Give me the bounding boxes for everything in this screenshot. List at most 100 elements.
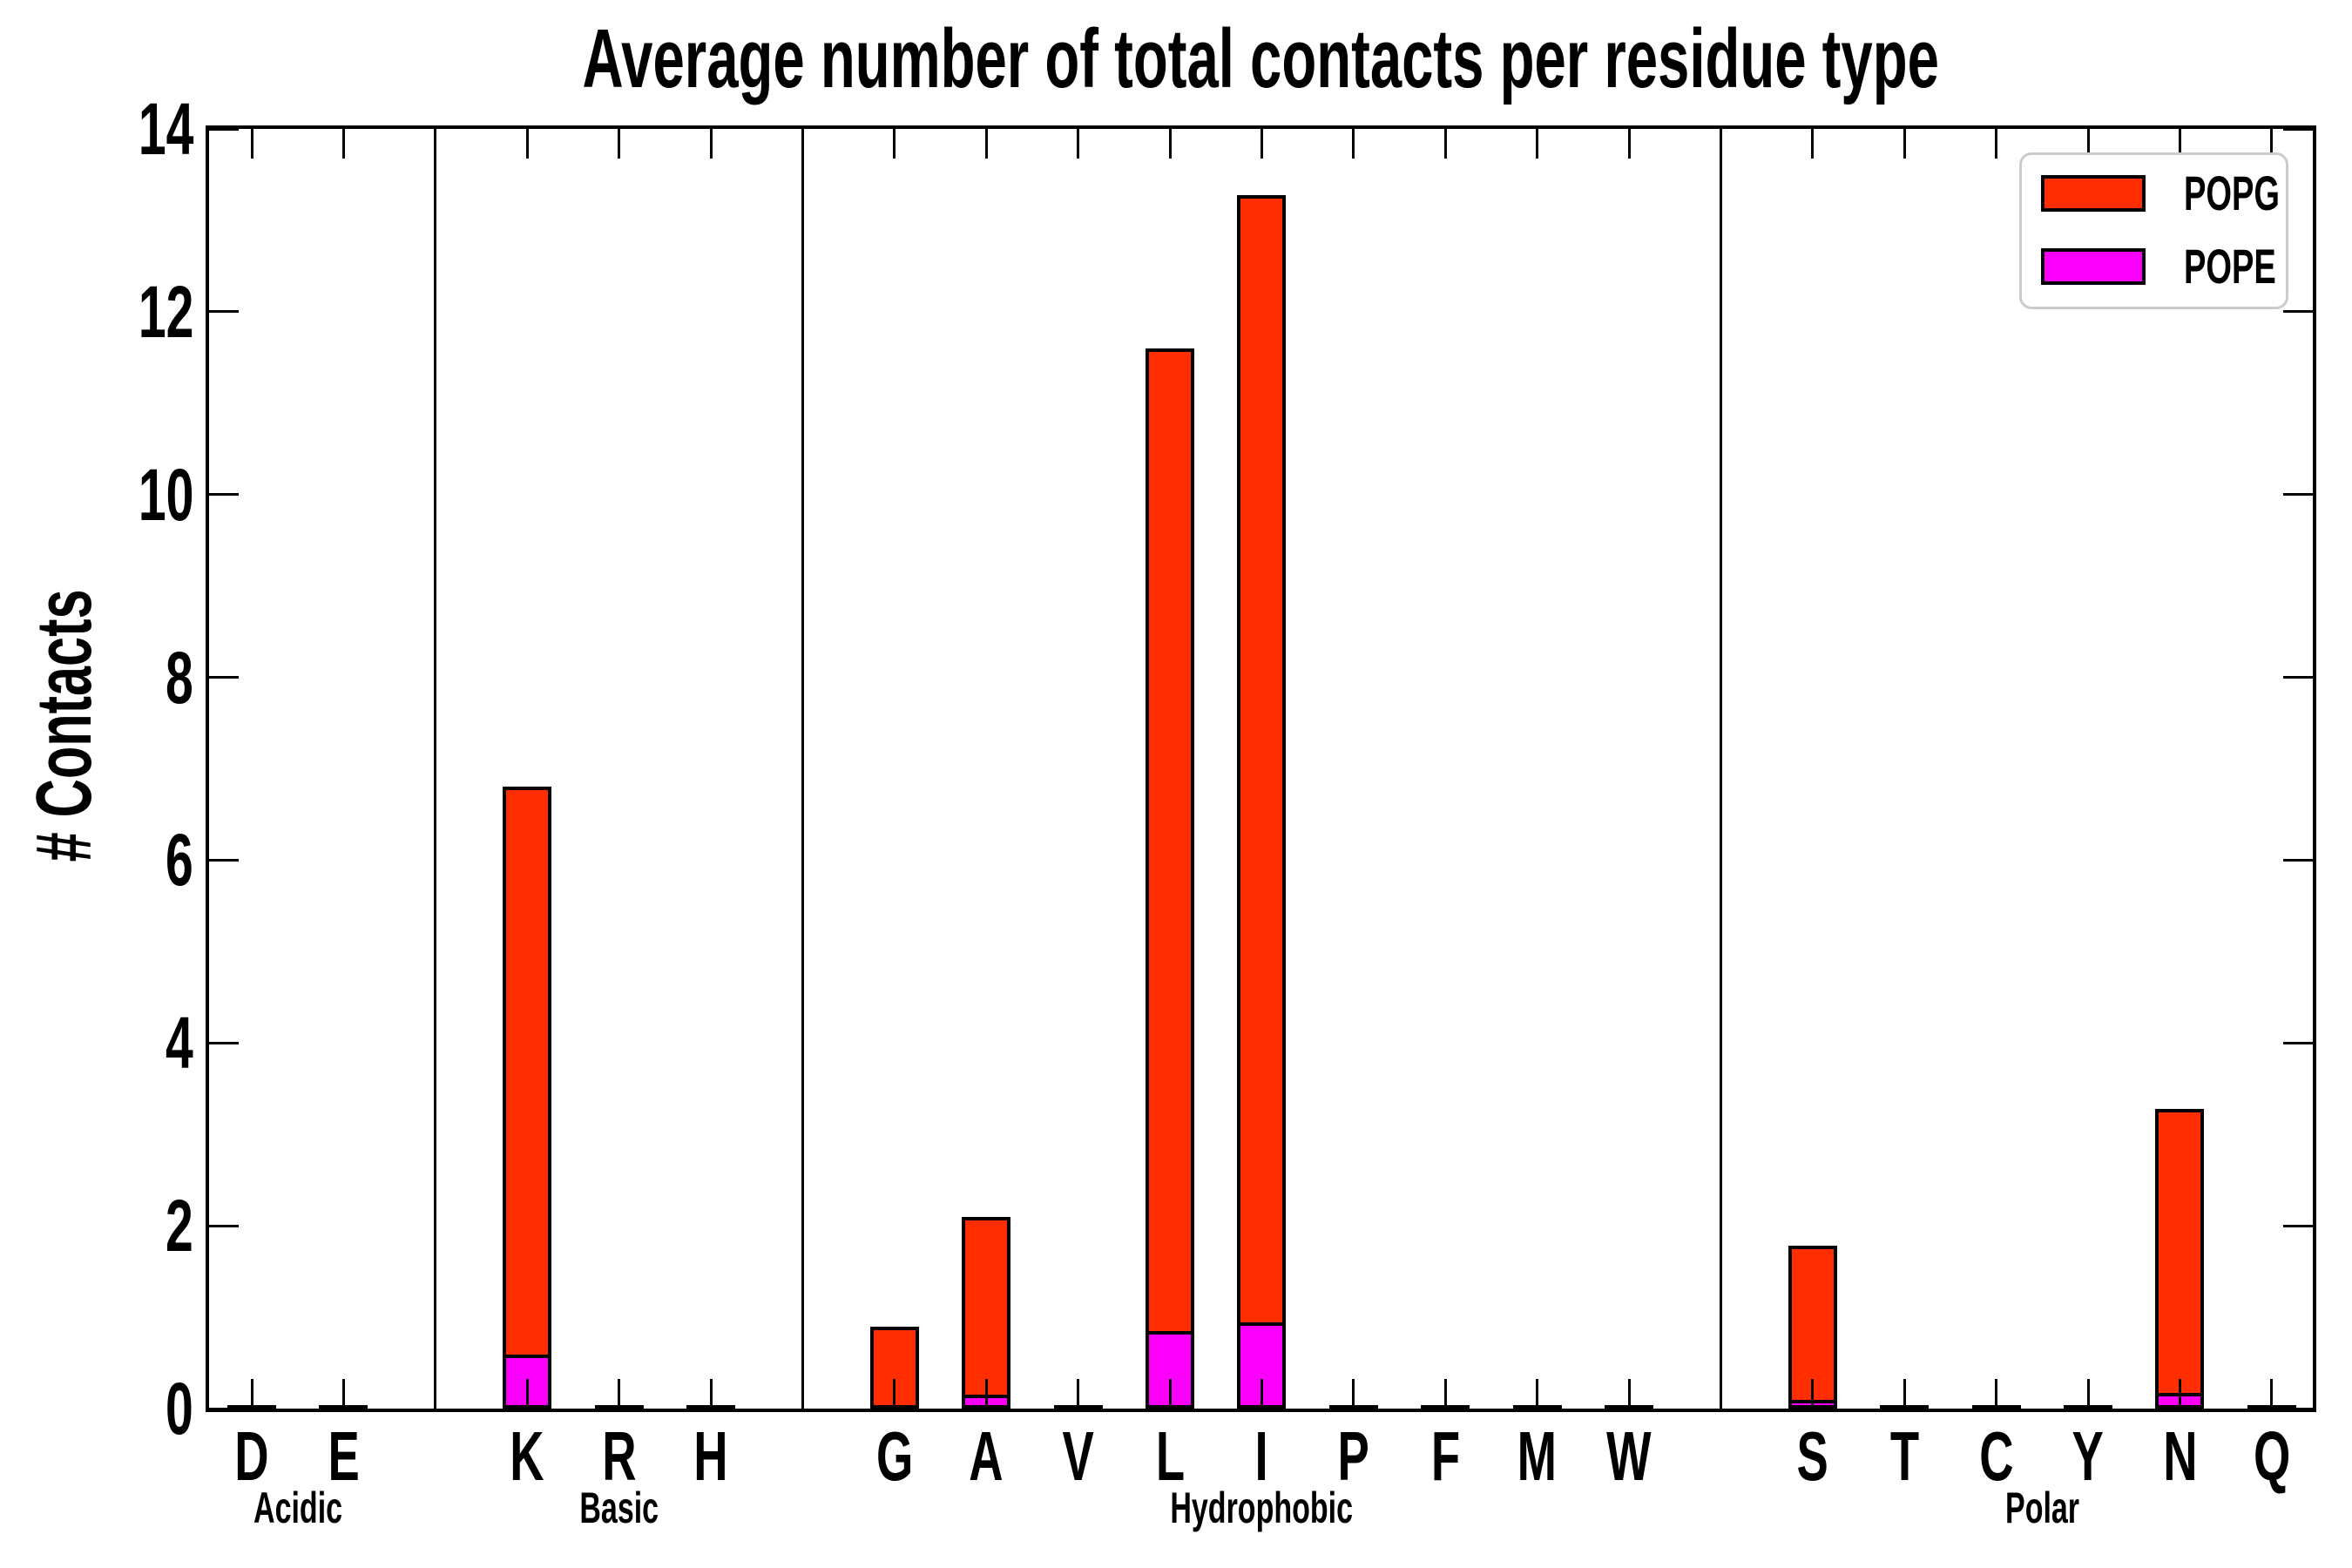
residue-label-N-text: N [2162, 1417, 2198, 1495]
group-label-Basic: Basic [480, 1486, 759, 1530]
x-tick-top-Y [2086, 129, 2090, 159]
residue-label-D-text: D [234, 1417, 269, 1495]
group-label-Acidic-text: Acidic [253, 1484, 342, 1532]
x-tick-bottom-E [341, 1379, 345, 1409]
y-tick-label-4-text: 4 [166, 1002, 193, 1085]
x-tick-top-W [1627, 129, 1631, 159]
residue-label-M: M [1468, 1422, 1607, 1491]
y-tick-label-2-text: 2 [166, 1185, 193, 1267]
x-tick-bottom-V [1077, 1379, 1080, 1409]
x-tick-bottom-Q [2270, 1379, 2274, 1409]
x-tick-top-T [1903, 129, 1906, 159]
y-tick-left-0 [209, 1407, 239, 1410]
residue-label-P-text: P [1337, 1417, 1369, 1495]
group-separator-1 [434, 129, 437, 1409]
x-tick-top-R [618, 129, 621, 159]
y-tick-left-14 [209, 127, 239, 131]
x-tick-top-N [2178, 129, 2181, 159]
residue-label-T: T [1835, 1422, 1974, 1491]
residue-label-W-text: W [1606, 1417, 1652, 1495]
residue-label-K-text: K [510, 1417, 544, 1495]
group-label-Acidic: Acidic [159, 1486, 437, 1530]
residue-label-N: N [2110, 1422, 2249, 1491]
x-tick-top-M [1536, 129, 1539, 159]
legend-label-pope-text: POPE [2184, 239, 2276, 294]
y-tick-label-0: 0 [32, 1361, 193, 1456]
residue-label-I: I [1192, 1422, 1331, 1491]
residue-label-D: D [182, 1422, 321, 1491]
y-tick-label-10-text: 10 [138, 453, 193, 536]
residue-label-F: F [1375, 1422, 1515, 1491]
residue-label-M-text: M [1517, 1417, 1558, 1495]
residue-label-E: E [274, 1422, 413, 1491]
residue-label-A: A [916, 1422, 1056, 1491]
residue-label-S: S [1743, 1422, 1882, 1491]
x-tick-top-A [984, 129, 988, 159]
y-tick-left-2 [209, 1224, 239, 1227]
x-tick-top-H [709, 129, 713, 159]
legend: POPG POPE [2019, 152, 2288, 309]
x-tick-bottom-D [250, 1379, 253, 1409]
x-tick-top-V [1077, 129, 1080, 159]
legend-swatch-pope [2041, 248, 2146, 285]
residue-label-E-text: E [328, 1417, 360, 1495]
x-tick-bottom-G [893, 1379, 896, 1409]
bar-popg-K [503, 787, 552, 1409]
residue-label-P: P [1284, 1422, 1423, 1491]
y-tick-label-0-text: 0 [166, 1368, 193, 1450]
residue-label-Y-text: Y [2072, 1417, 2105, 1495]
residue-label-I-text: I [1254, 1417, 1268, 1495]
legend-label-popg: POPG [2184, 166, 2325, 220]
group-label-Basic-text: Basic [579, 1484, 659, 1532]
x-tick-bottom-F [1443, 1379, 1447, 1409]
x-tick-bottom-P [1352, 1379, 1355, 1409]
legend-label-pope: POPE [2184, 239, 2320, 294]
y-tick-label-4: 4 [32, 995, 193, 1091]
y-tick-label-8-text: 8 [166, 636, 193, 719]
group-separator-3 [1719, 129, 1722, 1409]
x-tick-top-L [1168, 129, 1172, 159]
y-tick-label-2: 2 [32, 1178, 193, 1274]
y-tick-label-10: 10 [32, 447, 193, 543]
residue-label-C: C [1927, 1422, 2066, 1491]
y-tick-label-12-text: 12 [138, 270, 193, 353]
residue-label-W: W [1559, 1422, 1699, 1491]
residue-label-L: L [1100, 1422, 1240, 1491]
x-tick-top-E [341, 129, 345, 159]
y-tick-left-6 [209, 858, 239, 862]
x-tick-bottom-Y [2086, 1379, 2090, 1409]
x-tick-bottom-S [1811, 1379, 1815, 1409]
y-axis-label: # Contacts [21, 464, 108, 987]
group-separator-2 [801, 129, 804, 1409]
y-tick-label-14-text: 14 [138, 88, 193, 170]
x-tick-bottom-N [2178, 1379, 2181, 1409]
x-tick-bottom-H [709, 1379, 713, 1409]
chart-title-text: Average number of total contacts per res… [582, 12, 1940, 105]
y-tick-left-8 [209, 676, 239, 679]
x-tick-bottom-C [1995, 1379, 1998, 1409]
legend-label-popg-text: POPG [2184, 166, 2281, 220]
legend-swatch-popg [2041, 175, 2146, 212]
residue-label-G-text: G [875, 1417, 913, 1495]
y-tick-right-10 [2283, 493, 2313, 497]
y-tick-label-14: 14 [32, 81, 193, 177]
y-tick-left-4 [209, 1041, 239, 1044]
residue-label-H-text: H [693, 1417, 728, 1495]
x-tick-top-Q [2270, 129, 2274, 159]
residue-label-Q-text: Q [2253, 1417, 2290, 1495]
residue-label-V: V [1009, 1422, 1148, 1491]
residue-label-R: R [550, 1422, 689, 1491]
chart-title: Average number of total contacts per res… [209, 12, 2313, 105]
x-tick-top-G [893, 129, 896, 159]
y-tick-right-14 [2283, 127, 2313, 131]
group-label-Polar-text: Polar [2004, 1484, 2079, 1532]
group-label-Polar: Polar [1903, 1486, 2181, 1530]
residue-label-R-text: R [601, 1417, 637, 1495]
y-tick-label-8: 8 [32, 630, 193, 726]
x-tick-top-D [250, 129, 253, 159]
residue-label-Q: Q [2202, 1422, 2342, 1491]
bar-popg-I [1237, 194, 1287, 1409]
x-tick-top-F [1443, 129, 1447, 159]
y-tick-right-4 [2283, 1041, 2313, 1044]
